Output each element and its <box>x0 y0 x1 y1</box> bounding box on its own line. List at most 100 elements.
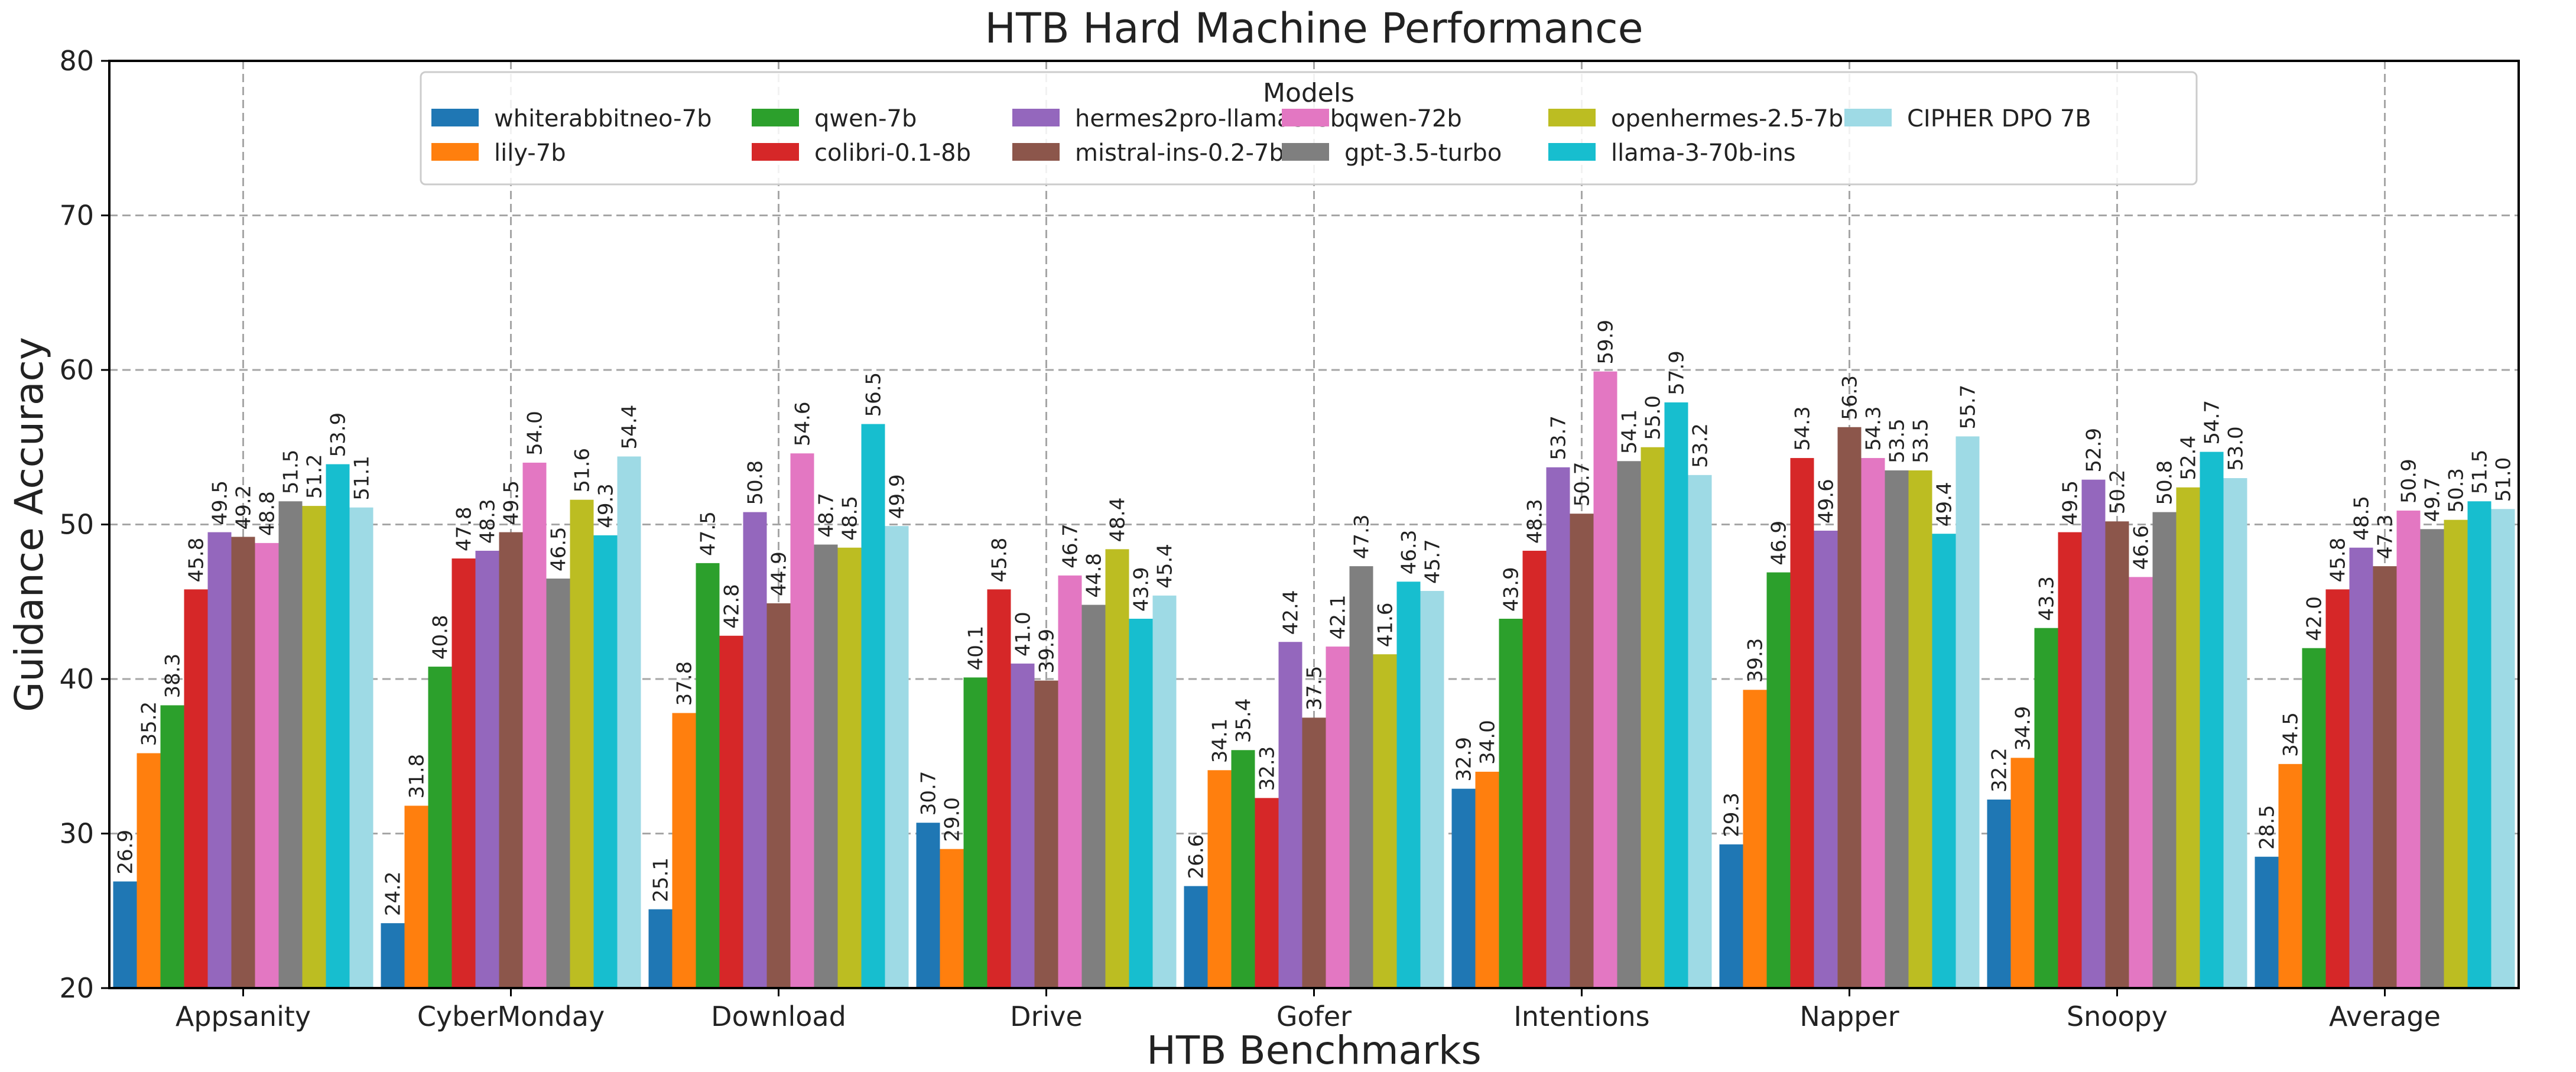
bar-hermes2pro-llama3-8b-appsanity <box>207 532 232 988</box>
legend-swatch <box>1282 143 1329 161</box>
bar-lily-7b-appsanity <box>137 753 161 988</box>
bar-openhermes-2-5-7b-napper <box>1908 470 1932 988</box>
data-label: 40.1 <box>964 626 988 671</box>
data-label: 48.7 <box>815 493 839 538</box>
data-label: 50.3 <box>2445 468 2468 513</box>
bar-whiterabbitneo-7b-cybermonday <box>381 923 405 988</box>
data-label: 45.4 <box>1154 544 1177 589</box>
data-label: 53.7 <box>1547 415 1571 460</box>
data-label: 53.9 <box>327 412 350 457</box>
data-label: 41.0 <box>1012 612 1035 657</box>
data-label: 37.8 <box>673 661 697 706</box>
data-label: 56.5 <box>862 372 886 417</box>
legend-swatch <box>1012 143 1060 161</box>
y-tick-label: 30 <box>59 818 94 850</box>
data-label: 25.1 <box>649 857 673 902</box>
bar-whiterabbitneo-7b-drive <box>916 823 940 988</box>
data-label: 46.3 <box>1398 530 1421 575</box>
data-label: 39.3 <box>1744 638 1768 683</box>
data-label: 53.2 <box>1689 423 1713 468</box>
data-label: 38.3 <box>161 654 185 699</box>
data-label: 32.3 <box>1256 746 1279 791</box>
data-label: 42.4 <box>1279 590 1303 635</box>
bar-mistral-ins-0-2-7b-cybermonday <box>499 532 523 988</box>
bar-qwen-72b-average <box>2396 510 2421 988</box>
data-label: 53.0 <box>2224 426 2248 471</box>
bar-cipher-dpo-7b-snoopy <box>2223 478 2247 988</box>
data-label: 37.5 <box>1303 666 1327 711</box>
bar-llama-3-70b-ins-appsanity <box>326 464 350 988</box>
bar-cipher-dpo-7b-gofer <box>1420 590 1444 988</box>
data-label: 31.8 <box>405 754 429 799</box>
bar-qwen-72b-gofer <box>1326 647 1350 988</box>
bar-qwen-7b-gofer <box>1231 750 1255 988</box>
legend-label: openhermes-2.5-7b <box>1611 105 1843 132</box>
data-label: 49.5 <box>500 480 524 525</box>
legend-label: whiterabbitneo-7b <box>494 105 712 132</box>
data-label: 48.5 <box>2350 496 2374 541</box>
data-label: 42.8 <box>720 584 744 629</box>
bar-hermes2pro-llama3-8b-average <box>2349 547 2373 988</box>
data-label: 48.3 <box>1523 499 1547 544</box>
bar-hermes2pro-llama3-8b-drive <box>1011 663 1035 988</box>
x-tick-label-gofer: Gofer <box>1276 1000 1352 1032</box>
data-label: 41.6 <box>1374 602 1398 647</box>
bar-colibri-0-1-8b-cybermonday <box>451 558 476 988</box>
x-tick-label-appsanity: Appsanity <box>176 1000 311 1032</box>
legend-swatch <box>1282 109 1329 126</box>
bar-whiterabbitneo-7b-napper <box>1719 844 1743 988</box>
bar-colibri-0-1-8b-snoopy <box>2058 532 2082 988</box>
x-tick-label-drive: Drive <box>1010 1000 1083 1032</box>
data-label: 52.9 <box>2083 428 2106 473</box>
bar-qwen-7b-napper <box>1766 572 1791 988</box>
y-tick-label: 40 <box>59 663 94 695</box>
bar-llama-3-70b-ins-average <box>2467 501 2491 988</box>
bar-hermes2pro-llama3-8b-cybermonday <box>475 550 499 988</box>
bar-cipher-dpo-7b-drive <box>1152 595 1177 988</box>
data-label: 54.0 <box>524 411 547 456</box>
bar-mistral-ins-0-2-7b-drive <box>1034 680 1058 988</box>
data-label: 49.5 <box>209 480 232 525</box>
data-label: 54.1 <box>1618 410 1642 454</box>
data-label: 46.5 <box>547 527 571 571</box>
x-tick-label-snoopy: Snoopy <box>2067 1000 2168 1032</box>
bar-openhermes-2-5-7b-download <box>837 547 862 988</box>
y-tick-label: 70 <box>59 200 94 232</box>
data-label: 51.2 <box>303 454 327 499</box>
bar-lily-7b-drive <box>940 849 964 988</box>
data-label: 42.1 <box>1327 595 1350 639</box>
bar-qwen-72b-download <box>790 453 814 988</box>
data-label: 54.3 <box>1791 406 1815 451</box>
legend-title: Models <box>1263 78 1354 108</box>
legend-label: llama-3-70b-ins <box>1611 139 1796 167</box>
legend-box <box>420 71 2198 186</box>
bar-cipher-dpo-7b-appsanity <box>349 507 373 988</box>
bar-hermes2pro-llama3-8b-intentions <box>1546 467 1570 988</box>
data-label: 40.8 <box>429 615 453 660</box>
x-tick-label-intentions: Intentions <box>1513 1000 1649 1032</box>
x-tick-label-napper: Napper <box>1799 1000 1899 1032</box>
data-label: 34.0 <box>1476 720 1500 765</box>
data-label: 49.6 <box>1815 479 1838 524</box>
data-label: 44.8 <box>1083 553 1106 598</box>
data-label: 46.6 <box>2130 525 2153 570</box>
legend-swatch <box>431 109 479 126</box>
bar-colibri-0-1-8b-download <box>719 635 743 988</box>
bar-qwen-72b-intentions <box>1593 371 1617 988</box>
bar-hermes2pro-llama3-8b-napper <box>1814 530 1838 988</box>
legend-swatch <box>1548 143 1596 161</box>
legend-label: lily-7b <box>494 139 566 167</box>
bar-lily-7b-cybermonday <box>404 805 428 988</box>
data-label: 55.0 <box>1642 395 1665 440</box>
data-label: 26.9 <box>114 830 138 875</box>
bar-qwen-72b-snoopy <box>2129 577 2153 988</box>
bar-whiterabbitneo-7b-average <box>2255 856 2279 988</box>
legend-label: CIPHER DPO 7B <box>1907 105 2091 132</box>
data-label: 45.8 <box>185 538 209 583</box>
data-label: 49.4 <box>1933 482 1957 527</box>
bar-openhermes-2-5-7b-intentions <box>1641 447 1665 988</box>
data-label: 54.3 <box>1862 406 1886 451</box>
data-label: 32.9 <box>1453 737 1476 782</box>
bar-colibri-0-1-8b-gofer <box>1255 798 1279 988</box>
bar-llama-3-70b-ins-intentions <box>1664 402 1688 988</box>
